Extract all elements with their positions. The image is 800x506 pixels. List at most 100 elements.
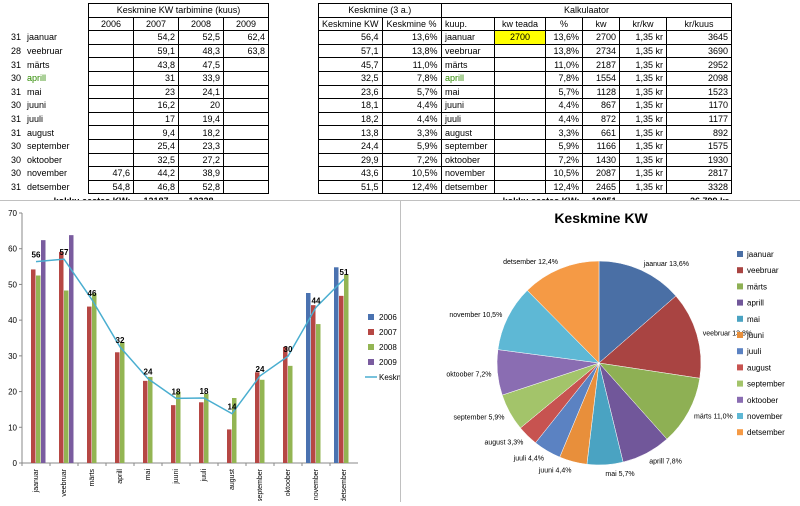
average-kw-cell[interactable]: 43,6 [318,166,383,181]
known-kw-cell[interactable] [494,138,546,154]
value-cell-2008[interactable]: 48,3 [178,43,224,59]
calc-month-cell[interactable]: november [441,166,495,181]
month-name-cell[interactable]: september [24,139,89,154]
value-cell-2007[interactable]: 16,2 [133,98,179,113]
calc-month-cell[interactable]: jaanuar [441,30,495,45]
kr-per-kw-cell[interactable]: 1,35 kr [619,166,667,181]
known-kw-cell[interactable] [494,179,546,195]
bar-2007-november[interactable] [311,305,316,463]
calc-month-cell[interactable]: oktoober [441,152,495,168]
value-cell-2007[interactable]: 44,2 [133,166,179,181]
average-pct-cell[interactable]: 11,0% [381,57,442,72]
bar-2007-veebruar[interactable] [59,251,64,463]
calc-month-cell[interactable]: september [441,138,495,154]
value-cell-2007[interactable]: 9,4 [133,125,179,140]
bar-2008-jaanuar[interactable] [36,275,41,464]
calc-kw-cell[interactable]: 2734 [582,43,620,59]
kr-per-month-cell[interactable]: 1575 [666,138,732,154]
known-kw-cell[interactable] [494,166,546,181]
bar-2007-august[interactable] [227,429,232,463]
value-cell-2009[interactable] [223,70,269,86]
calc-month-cell[interactable]: detsember [441,179,495,195]
value-cell-2008[interactable]: 19,4 [178,111,224,127]
calc-pct-cell[interactable]: 7,8% [545,70,583,86]
kr-per-month-cell[interactable]: 1170 [666,98,732,113]
bar-2008-august[interactable] [232,398,237,463]
kr-per-kw-cell[interactable]: 1,35 kr [619,43,667,59]
value-cell-2008[interactable]: 33,9 [178,70,224,86]
value-cell-2008[interactable]: 24,1 [178,84,224,100]
pie-slice-jaanuar[interactable] [598,260,677,364]
bar-2007-oktoober[interactable] [283,346,288,463]
value-cell-2009[interactable]: 63,8 [223,43,269,59]
value-cell-2008[interactable]: 52,8 [178,179,224,195]
kr-per-month-cell[interactable]: 3690 [666,43,732,59]
calc-kw-cell[interactable]: 1554 [582,70,620,86]
value-cell-2007[interactable]: 54,2 [133,30,179,45]
value-cell-2007[interactable]: 46,8 [133,179,179,195]
average-pct-cell[interactable]: 3,3% [381,125,442,140]
kr-per-month-cell[interactable]: 1930 [666,152,732,168]
bar-2008-mai[interactable] [148,376,153,463]
calc-pct-cell[interactable]: 7,2% [545,152,583,168]
value-cell-2006[interactable] [88,125,134,140]
calc-kw-cell[interactable]: 872 [582,111,620,127]
calc-kw-cell[interactable]: 1166 [582,138,620,154]
calc-month-cell[interactable]: märts [441,57,495,72]
value-cell-2006[interactable] [88,57,134,72]
value-cell-2006[interactable] [88,152,134,168]
bar-2009-veebruar[interactable] [69,235,74,463]
calc-kw-cell[interactable]: 661 [582,125,620,140]
calc-month-cell[interactable]: veebruar [441,43,495,59]
average-pct-cell[interactable]: 5,7% [381,84,442,100]
calc-month-cell[interactable]: juuni [441,98,495,113]
kr-per-month-cell[interactable]: 2098 [666,70,732,86]
value-cell-2009[interactable] [223,98,269,113]
bar-2008-juuni[interactable] [176,391,181,463]
calc-pct-cell[interactable]: 4,4% [545,111,583,127]
calc-pct-cell[interactable]: 13,8% [545,43,583,59]
average-kw-cell[interactable]: 18,1 [318,98,383,113]
value-cell-2008[interactable]: 20 [178,98,224,113]
kr-per-kw-cell[interactable]: 1,35 kr [619,152,667,168]
average-kw-cell[interactable]: 51,5 [318,179,383,195]
calc-pct-cell[interactable]: 12,4% [545,179,583,195]
average-kw-cell[interactable]: 29,9 [318,152,383,168]
calc-pct-cell[interactable]: 3,3% [545,125,583,140]
value-cell-2006[interactable] [88,43,134,59]
value-cell-2006[interactable] [88,84,134,100]
kr-per-kw-cell[interactable]: 1,35 kr [619,30,667,45]
bar-2006-november[interactable] [306,293,311,463]
kr-per-kw-cell[interactable]: 1,35 kr [619,125,667,140]
value-cell-2009[interactable] [223,111,269,127]
average-pct-cell[interactable]: 13,6% [381,30,442,45]
average-kw-cell[interactable]: 13,8 [318,125,383,140]
calc-kw-cell[interactable]: 2465 [582,179,620,195]
value-cell-2008[interactable]: 38,9 [178,166,224,181]
calc-month-cell[interactable]: august [441,125,495,140]
bar-2008-september[interactable] [260,379,265,463]
bar-2007-mai[interactable] [143,380,148,463]
calc-month-cell[interactable]: aprill [441,70,495,86]
kr-per-month-cell[interactable]: 3328 [666,179,732,195]
bar-2007-aprill[interactable] [115,352,120,463]
value-cell-2009[interactable] [223,84,269,100]
month-name-cell[interactable]: märts [24,57,89,72]
average-kw-cell[interactable]: 32,5 [318,70,383,86]
bar-2007-juuli[interactable] [199,402,204,463]
bar-2008-juuli[interactable] [204,393,209,463]
average-pct-cell[interactable]: 5,9% [381,138,442,154]
bar-2007-juuni[interactable] [171,405,176,463]
calc-kw-cell[interactable]: 2087 [582,166,620,181]
value-cell-2006[interactable] [88,138,134,154]
value-cell-2006[interactable] [88,111,134,127]
pie-slice-detsember[interactable] [526,260,600,364]
known-kw-cell[interactable] [494,98,546,113]
value-cell-2009[interactable] [223,138,269,154]
average-pct-cell[interactable]: 10,5% [381,166,442,181]
average-line[interactable] [35,258,345,415]
value-cell-2009[interactable] [223,57,269,72]
value-cell-2007[interactable]: 59,1 [133,43,179,59]
average-kw-cell[interactable]: 45,7 [318,57,383,72]
value-cell-2006[interactable] [88,70,134,86]
